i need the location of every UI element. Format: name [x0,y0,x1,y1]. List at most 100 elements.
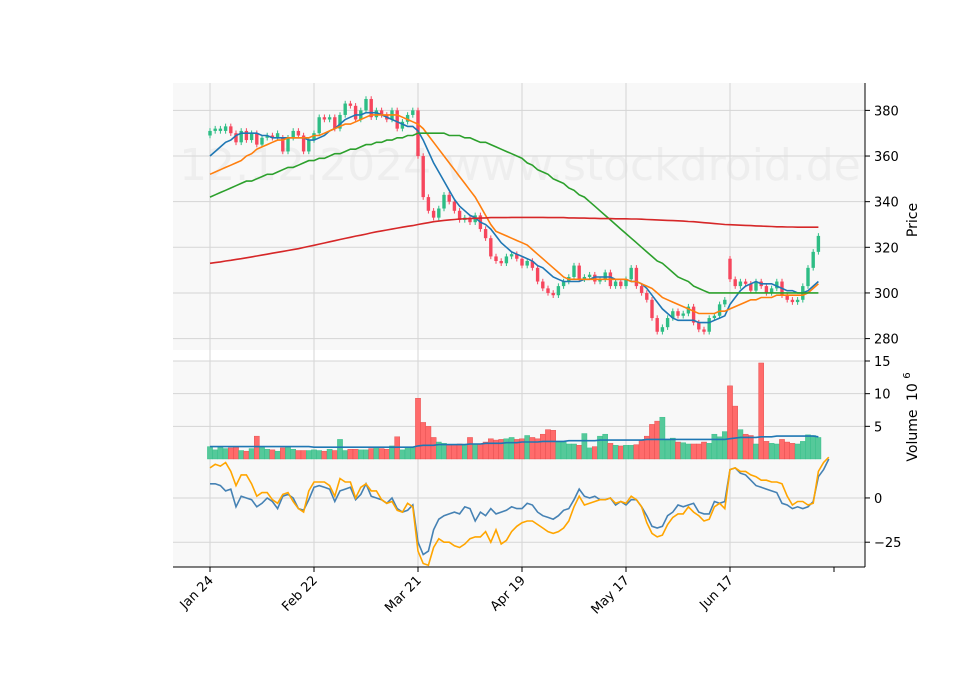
candle-body [234,133,238,143]
oscillator-line-2 [209,456,830,567]
volume-bar [259,446,265,460]
volume-bar [295,450,302,460]
volume-bar [384,449,390,460]
grid-lines [173,83,865,567]
candle-body [483,229,488,239]
candle-body [686,306,691,314]
volume-bar [524,435,530,460]
candle-body [723,299,727,305]
price-panel [208,96,821,335]
volume-bar [529,437,536,460]
volume-bar [722,431,728,460]
candle-body [681,313,685,316]
watermark: 12.12.2024 www.stockdroid.de [179,140,861,191]
volume-bar [566,443,572,460]
candle-body [738,281,743,287]
candle-body [218,128,223,131]
volume-bar [789,443,796,460]
volume-bar [363,449,369,460]
candle-body [702,329,706,332]
candle-body [629,267,633,280]
candle-body [442,194,446,209]
candle-body [255,133,259,145]
volume-bar [446,445,453,460]
volume-bar [342,450,349,460]
volume-bar [581,433,588,460]
x-tick-label: Jun 17 [697,573,737,613]
volume-bar [269,449,276,460]
candle-body [717,304,722,316]
volume-bar [602,433,608,460]
volume-bar [285,447,291,460]
volume-bar [316,450,323,460]
volume-bar [368,448,375,460]
x-tick-label: Feb 22 [279,573,321,615]
candle-body [525,261,529,266]
volume-bar [711,433,718,460]
candle-body [603,272,607,280]
volume-bar [774,443,780,460]
volume-bar [420,422,427,460]
candle-body [260,137,264,145]
svg-text:Volume 10 6: Volume 10 6 [902,372,921,461]
moving-average-line-4 [209,216,819,265]
candle-body [619,281,623,287]
candle-body [229,126,233,134]
volume-exponent-base: 10 [905,383,921,401]
candle-body [494,256,498,261]
volume-bar [753,443,759,460]
oscillator-tick-label: 0 [874,492,882,507]
candle-body [504,256,509,264]
volume-bar [675,441,681,460]
volume-bar [794,443,801,460]
candle-body [530,261,535,268]
volume-bar [217,447,224,460]
candle-body [348,103,353,106]
candle-body [296,130,301,136]
candle-body [353,105,358,120]
candle-body [223,126,228,131]
volume-exponent-power: 6 [902,372,913,378]
volume-bar [555,441,562,460]
volume-bar [456,443,463,460]
candle-body [411,110,415,115]
candle-body [275,133,280,138]
candle-body [655,318,659,332]
volume-bar [467,437,473,460]
moving-average-line-3 [209,132,819,294]
candle-body [556,286,561,296]
candle-body [665,318,670,328]
candle-body [650,299,654,319]
candle-body [598,279,602,282]
moving-average-line-1 [209,111,819,324]
candle-body [239,130,243,143]
candle-body [509,254,514,257]
candle-body [811,251,815,268]
candle-body [593,274,597,282]
candle-body [775,281,779,289]
candle-body [489,238,493,257]
candle-body [400,121,405,129]
volume-bar [576,445,582,460]
volume-bar [264,449,271,460]
candle-body [421,156,425,198]
volume-bar [352,449,359,460]
candle-body [364,98,368,111]
volume-bar [784,441,790,460]
candle-body [697,322,701,330]
volume-bar [253,435,260,460]
volume-bar [628,445,634,460]
candle-body [795,299,800,303]
panel-backgrounds [173,83,865,567]
x-tick-label: May 17 [589,573,633,617]
price-tick-label: 320 [874,241,899,256]
candle-body [691,306,696,323]
moving-average-line-2 [209,114,819,315]
candle-body [639,286,644,293]
x-tick-label: Mar 21 [382,573,425,616]
volume-bar [727,385,733,460]
volume-bar [415,398,421,460]
candle-body [754,281,758,291]
